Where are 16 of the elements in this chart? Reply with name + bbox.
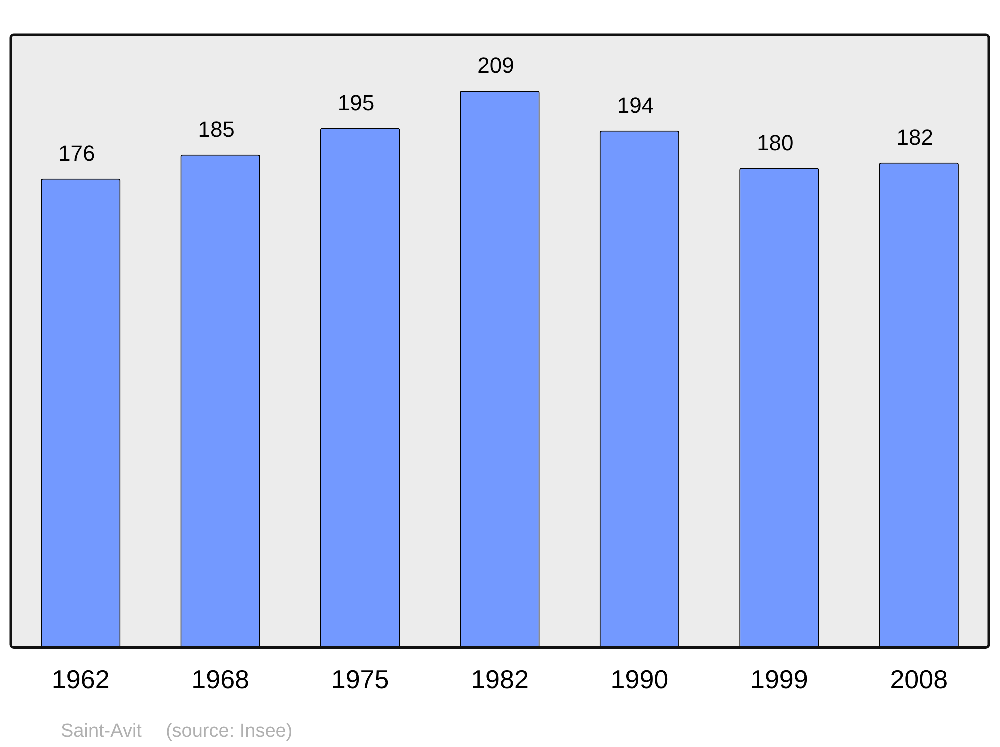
x-tick-label: 1990 bbox=[610, 664, 669, 695]
text: (source: Insee) bbox=[166, 721, 293, 742]
x-tick-label: 2008 bbox=[890, 664, 948, 695]
data-label: 180 bbox=[757, 130, 794, 156]
data-label: 182 bbox=[896, 124, 934, 150]
data-label: 194 bbox=[617, 92, 654, 118]
data-label: 176 bbox=[58, 140, 96, 166]
x-tick-label: 1999 bbox=[750, 664, 808, 695]
x-tick-label: 1962 bbox=[52, 664, 110, 695]
x-tick-label: 1975 bbox=[331, 664, 390, 695]
x-tick-label: 1982 bbox=[471, 664, 529, 695]
data-label: 209 bbox=[478, 53, 514, 78]
x-tick-label: 1968 bbox=[192, 664, 250, 695]
text: Saint-Avit bbox=[61, 721, 143, 742]
data-label: 185 bbox=[198, 116, 235, 142]
data-label: 195 bbox=[338, 90, 375, 116]
